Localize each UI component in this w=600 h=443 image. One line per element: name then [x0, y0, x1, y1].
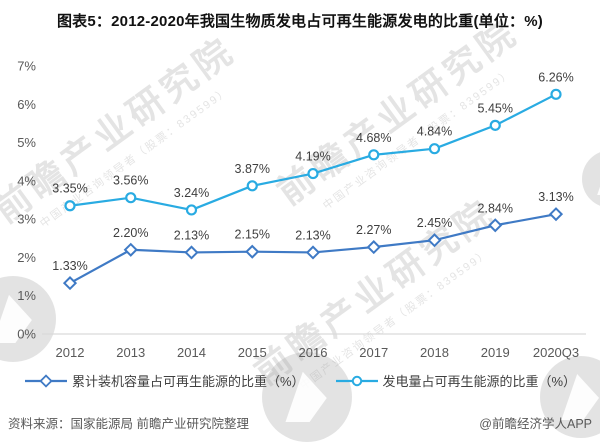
svg-text:2%: 2%: [17, 250, 36, 265]
svg-text:4%: 4%: [17, 173, 36, 188]
diamond-marker-icon: [24, 373, 67, 388]
chart-footer: 资料来源：国家能源局 前瞻产业研究院整理 @前瞻经济学人APP: [8, 413, 592, 432]
chart-title: 图表5：2012-2020年我国生物质发电占可再生能源发电的比重(单位：%): [56, 13, 543, 30]
circle-marker-icon: [335, 375, 378, 386]
svg-text:2018: 2018: [420, 345, 449, 360]
svg-text:4.84%: 4.84%: [417, 125, 452, 139]
svg-text:2.15%: 2.15%: [235, 228, 270, 242]
svg-text:3%: 3%: [17, 212, 36, 227]
svg-text:4.68%: 4.68%: [356, 131, 391, 145]
svg-text:5%: 5%: [17, 135, 36, 150]
svg-text:3.87%: 3.87%: [235, 162, 270, 176]
brand-logo-icon: [540, 356, 600, 438]
svg-text:3.35%: 3.35%: [52, 182, 87, 196]
brand-logo-icon: [262, 352, 352, 442]
svg-text:0%: 0%: [17, 327, 36, 342]
svg-text:2013: 2013: [116, 345, 145, 360]
svg-text:2015: 2015: [238, 345, 267, 360]
svg-text:2.27%: 2.27%: [356, 223, 391, 237]
svg-text:3.13%: 3.13%: [538, 190, 573, 204]
legend-item-generation: 发电量占可再生能源的比重（%）: [335, 371, 577, 390]
data-source-note: 资料来源：国家能源局 前瞻产业研究院整理: [8, 417, 249, 431]
svg-text:2016: 2016: [299, 345, 328, 360]
svg-text:4.19%: 4.19%: [295, 150, 330, 164]
credit-note: @前瞻经济学人APP: [479, 417, 592, 431]
svg-text:7%: 7%: [17, 59, 36, 74]
svg-text:2019: 2019: [481, 345, 510, 360]
svg-text:2.45%: 2.45%: [417, 216, 452, 230]
legend-item-installed-capacity: 累计装机容量占可再生能源的比重（%）: [24, 371, 305, 390]
svg-text:2012: 2012: [56, 345, 85, 360]
brand-logo-icon: [582, 150, 600, 208]
svg-text:3.24%: 3.24%: [174, 186, 209, 200]
legend-label: 累计装机容量占可再生能源的比重（%）: [71, 374, 305, 389]
svg-text:6.26%: 6.26%: [538, 70, 573, 84]
svg-text:5.45%: 5.45%: [478, 101, 513, 115]
svg-text:1%: 1%: [17, 288, 36, 303]
svg-text:2.13%: 2.13%: [295, 228, 330, 242]
svg-text:1.33%: 1.33%: [52, 259, 87, 273]
legend-label: 发电量占可再生能源的比重（%）: [382, 374, 577, 389]
svg-text:6%: 6%: [17, 97, 36, 112]
svg-text:2017: 2017: [359, 345, 388, 360]
svg-text:2014: 2014: [177, 345, 206, 360]
svg-text:3.56%: 3.56%: [113, 174, 148, 188]
chart-legend: 累计装机容量占可再生能源的比重（%） 发电量占可再生能源的比重（%）: [0, 371, 600, 390]
svg-text:2.13%: 2.13%: [174, 228, 209, 242]
svg-text:2020Q3: 2020Q3: [533, 345, 579, 360]
svg-text:2.84%: 2.84%: [478, 201, 513, 215]
svg-text:2.20%: 2.20%: [113, 226, 148, 240]
